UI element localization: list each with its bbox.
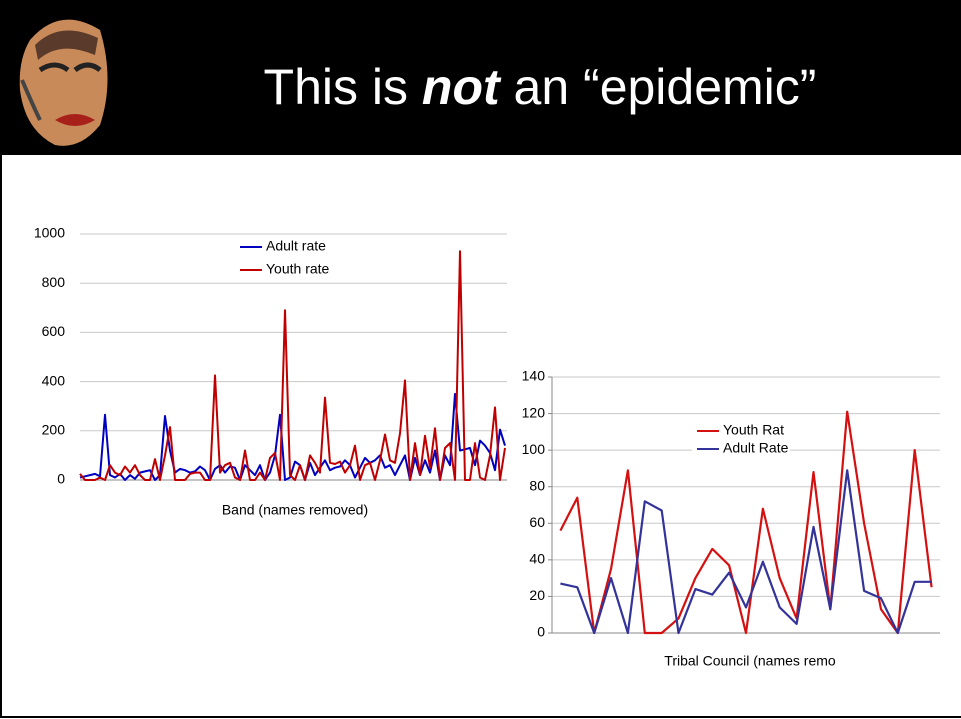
y-tick-label: 140 bbox=[522, 368, 546, 384]
y-tick-label: 0 bbox=[57, 471, 65, 487]
series-line bbox=[79, 250, 506, 481]
y-tick-label: 600 bbox=[42, 323, 66, 339]
series-line bbox=[560, 469, 932, 635]
y-tick-label: 0 bbox=[537, 624, 545, 640]
y-tick-label: 20 bbox=[529, 587, 545, 603]
y-tick-label: 200 bbox=[42, 422, 66, 438]
header: This is not an “epidemic” bbox=[0, 0, 961, 155]
title-emphasis: not bbox=[421, 59, 500, 115]
y-tick-label: 40 bbox=[529, 551, 545, 567]
y-tick-label: 800 bbox=[42, 274, 66, 290]
x-axis-label: Tribal Council (names remo bbox=[664, 653, 836, 669]
title-text: an “epidemic” bbox=[499, 59, 817, 115]
slide-title: This is not an “epidemic” bbox=[150, 58, 930, 116]
legend-label: Adult rate bbox=[266, 238, 326, 254]
legend-label: Youth Rat bbox=[723, 422, 784, 438]
series-line bbox=[79, 392, 506, 481]
legend-box bbox=[692, 420, 790, 460]
mask-icon bbox=[19, 19, 108, 146]
y-tick-label: 60 bbox=[529, 514, 545, 530]
y-tick-label: 100 bbox=[522, 441, 546, 457]
y-tick-label: 80 bbox=[529, 477, 545, 493]
y-tick-label: 120 bbox=[522, 404, 546, 420]
title-text: This is bbox=[263, 59, 422, 115]
legend-label: Youth rate bbox=[266, 261, 330, 277]
series-line bbox=[559, 410, 933, 635]
x-axis-label: Band (names removed) bbox=[222, 502, 368, 518]
legend-label: Adult Rate bbox=[723, 440, 789, 456]
y-tick-label: 400 bbox=[42, 372, 66, 388]
y-tick-label: 1000 bbox=[34, 225, 65, 241]
